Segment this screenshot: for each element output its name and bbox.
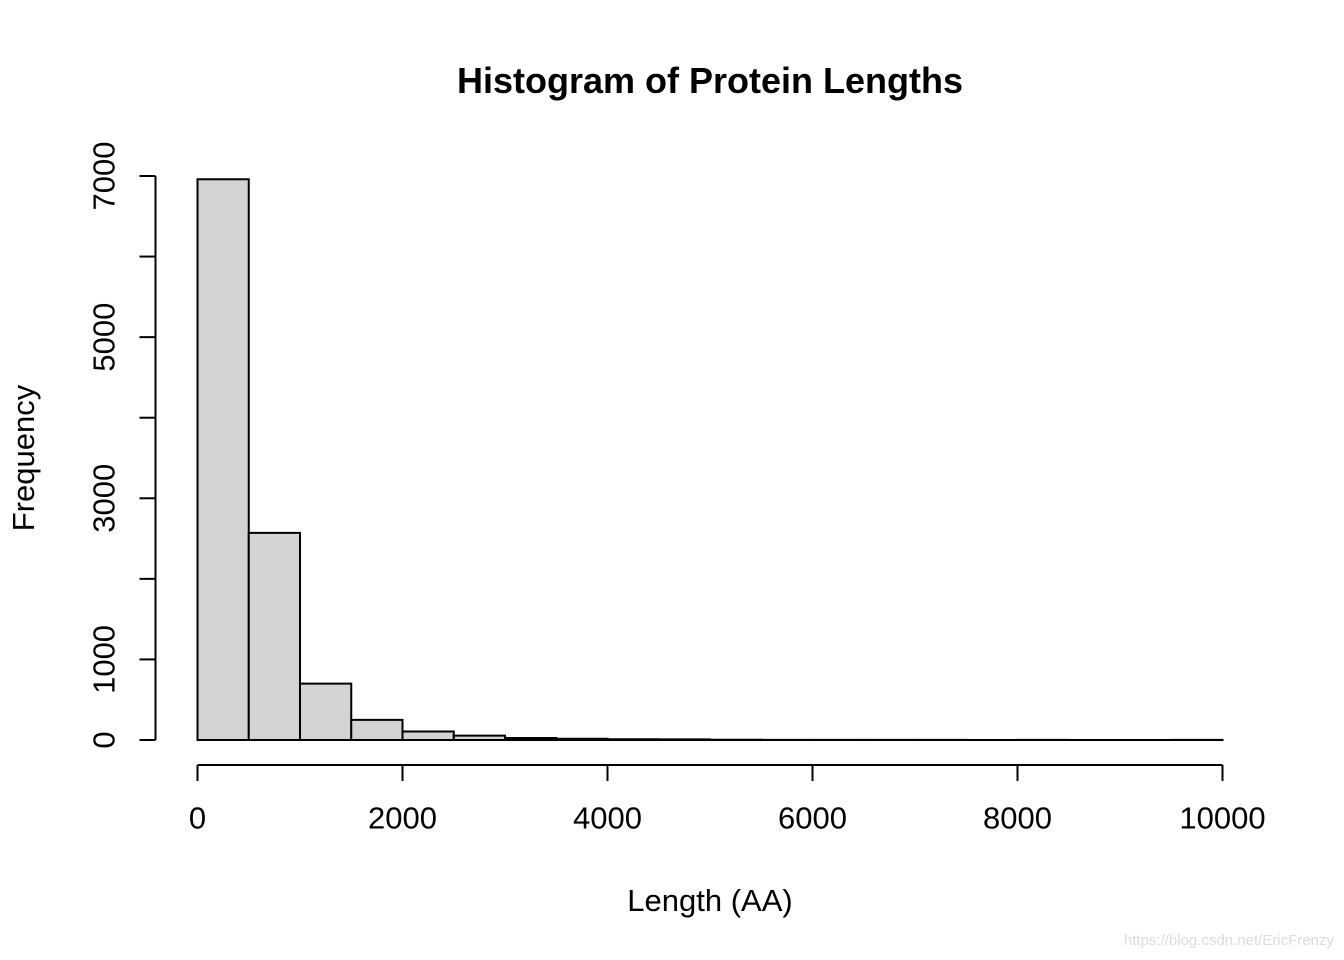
x-axis-title: Length (AA) [627, 883, 793, 918]
histogram-bar [657, 738, 711, 741]
histogram-bar [196, 178, 250, 741]
histogram-bar [401, 730, 455, 741]
x-tick-label: 10000 [1179, 801, 1265, 836]
x-tick-label: 8000 [983, 801, 1052, 836]
chart-title: Histogram of Protein Lengths [456, 60, 964, 101]
x-tick-label: 4000 [573, 801, 642, 836]
histogram-bar [299, 682, 353, 741]
x-tick-label: 0 [189, 801, 206, 836]
histogram-bar [555, 737, 609, 741]
x-tick-label: 2000 [368, 801, 437, 836]
histogram-bar [606, 738, 660, 741]
y-tick-label: 1000 [87, 625, 122, 694]
watermark-url: https://blog.csdn.net/EricFrenzy [1123, 932, 1334, 949]
x-tick-label: 6000 [778, 801, 847, 836]
histogram-bar [350, 718, 404, 741]
y-tick-label: 7000 [87, 142, 122, 211]
y-tick-label: 0 [87, 731, 122, 748]
histogram-bar [452, 734, 506, 741]
y-tick-label: 5000 [87, 303, 122, 372]
histogram-bar [504, 736, 558, 741]
histogram-bar [247, 531, 301, 741]
y-tick-label: 3000 [87, 464, 122, 533]
